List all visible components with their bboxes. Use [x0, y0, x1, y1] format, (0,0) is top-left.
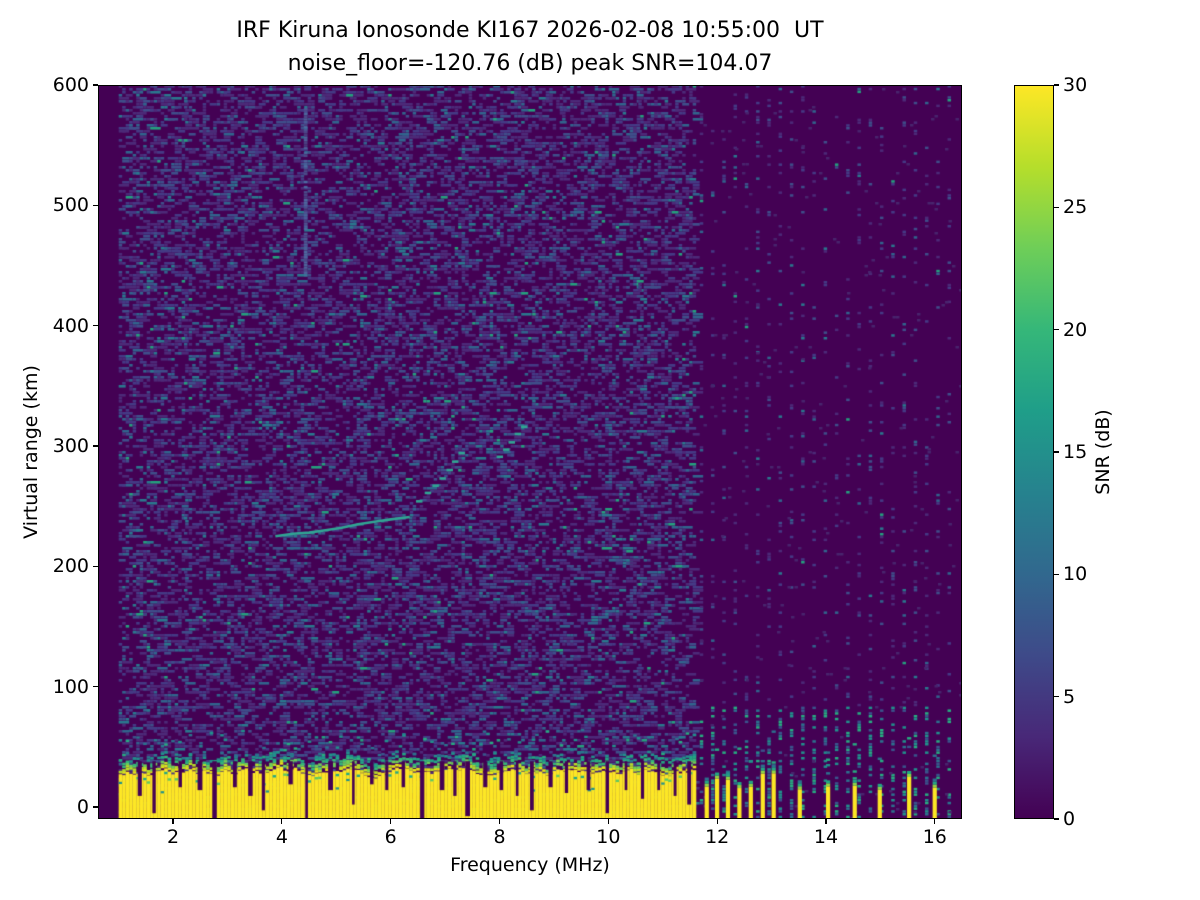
x-tick-label: 12 — [682, 826, 752, 848]
x-tick-mark — [281, 819, 282, 824]
y-axis-label: Virtual range (km) — [20, 365, 42, 539]
y-tick-label: 400 — [27, 315, 89, 337]
y-tick-mark — [93, 566, 98, 567]
x-tick-label: 2 — [138, 826, 208, 848]
x-tick-mark — [499, 819, 500, 824]
colorbar-tick-label: 5 — [1063, 686, 1123, 708]
colorbar-tick-label: 20 — [1063, 319, 1123, 341]
x-tick-mark — [717, 819, 718, 824]
colorbar-tick-mark — [1054, 451, 1059, 452]
chart-title: IRF Kiruna Ionosonde KI167 2026-02-08 10… — [98, 14, 962, 47]
ionogram-figure: IRF Kiruna Ionosonde KI167 2026-02-08 10… — [0, 0, 1200, 900]
x-tick-label: 4 — [247, 826, 317, 848]
colorbar-label: SNR (dB) — [1092, 409, 1114, 494]
y-tick-mark — [93, 686, 98, 687]
y-tick-label: 200 — [27, 555, 89, 577]
x-tick-mark — [390, 819, 391, 824]
x-tick-mark — [172, 819, 173, 824]
x-tick-label: 6 — [356, 826, 426, 848]
colorbar-tick-mark — [1054, 84, 1059, 85]
y-tick-label: 0 — [27, 796, 89, 818]
x-tick-label: 10 — [573, 826, 643, 848]
colorbar-tick-mark — [1054, 329, 1059, 330]
y-tick-mark — [93, 445, 98, 446]
x-tick-mark — [825, 819, 826, 824]
x-tick-label: 8 — [465, 826, 535, 848]
y-tick-label: 600 — [27, 74, 89, 96]
x-tick-label: 14 — [791, 826, 861, 848]
ionogram-heatmap — [98, 85, 962, 819]
y-tick-mark — [93, 205, 98, 206]
colorbar-tick-label: 10 — [1063, 563, 1123, 585]
x-tick-label: 16 — [900, 826, 970, 848]
y-tick-label: 500 — [27, 194, 89, 216]
x-tick-mark — [608, 819, 609, 824]
chart-subtitle: noise_floor=-120.76 (dB) peak SNR=104.07 — [98, 47, 962, 80]
y-tick-mark — [93, 806, 98, 807]
colorbar-tick-mark — [1054, 818, 1059, 819]
colorbar-tick-label: 0 — [1063, 808, 1123, 830]
title-block: IRF Kiruna Ionosonde KI167 2026-02-08 10… — [98, 14, 962, 80]
colorbar — [1014, 85, 1054, 819]
colorbar-tick-mark — [1054, 574, 1059, 575]
x-tick-mark — [934, 819, 935, 824]
y-tick-mark — [93, 84, 98, 85]
x-axis-label: Frequency (MHz) — [98, 854, 962, 876]
colorbar-tick-label: 30 — [1063, 74, 1123, 96]
y-tick-mark — [93, 325, 98, 326]
colorbar-tick-mark — [1054, 207, 1059, 208]
colorbar-tick-label: 25 — [1063, 196, 1123, 218]
colorbar-tick-mark — [1054, 696, 1059, 697]
y-tick-label: 100 — [27, 676, 89, 698]
